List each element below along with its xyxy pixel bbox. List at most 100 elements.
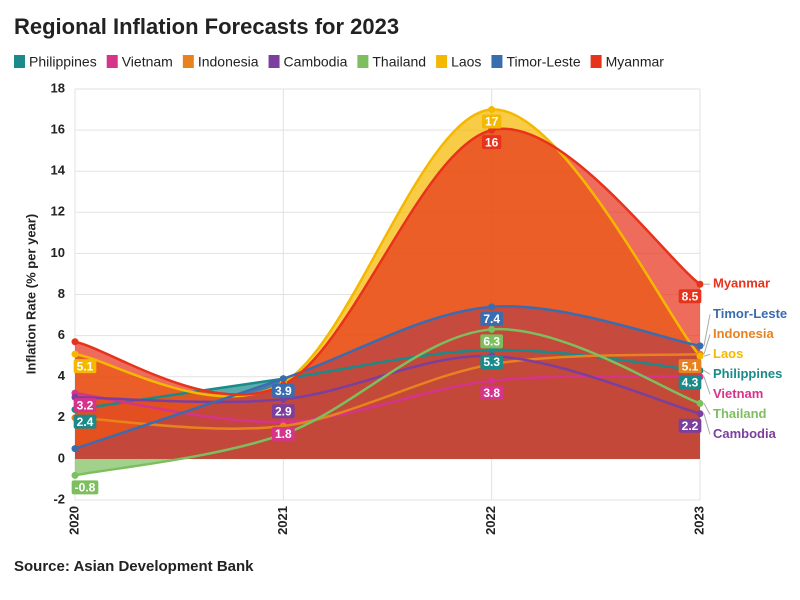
y-tick-label: 6	[58, 327, 65, 342]
legend-item: Cambodia	[268, 54, 348, 70]
point	[71, 350, 79, 358]
end-label: Laos	[713, 346, 743, 361]
point	[71, 338, 79, 346]
legend-item: Myanmar	[590, 54, 665, 70]
data-label-text: 2.2	[682, 419, 699, 433]
legend-swatch	[14, 55, 25, 68]
data-label-bg	[480, 334, 504, 349]
legend-swatch	[357, 55, 369, 68]
end-label: Myanmar	[713, 276, 770, 291]
data-label-bg	[73, 414, 97, 429]
point	[696, 280, 704, 288]
legend-item: Vietnam	[106, 54, 173, 70]
data-label-text: 2.4	[77, 415, 94, 429]
source: Source: Asian Development Bank	[14, 558, 254, 575]
chart-title: Regional Inflation Forecasts for 2023	[14, 14, 399, 39]
data-label-text: 2.9	[275, 404, 292, 418]
end-connector	[703, 376, 711, 395]
point	[488, 325, 496, 333]
legend-label: Vietnam	[122, 54, 173, 70]
data-label-text: 3.9	[275, 384, 292, 398]
x-tick-label: 2020	[66, 506, 81, 535]
end-connector	[703, 413, 711, 435]
data-label-bg	[678, 375, 702, 390]
data-label-bg	[480, 385, 504, 400]
data-label: 17	[481, 114, 502, 129]
line	[74, 374, 701, 424]
point	[696, 352, 704, 360]
end-connector	[703, 334, 711, 355]
data-label: 1.8	[271, 426, 295, 441]
point	[696, 399, 704, 407]
data-label-bg	[480, 354, 504, 369]
legend-swatch	[268, 55, 280, 68]
y-tick-label: 18	[51, 80, 65, 95]
legend-item: Laos	[436, 54, 481, 70]
legend-item: Thailand	[357, 54, 426, 70]
data-label: 3.9	[271, 383, 295, 398]
data-label-text: 5.1	[682, 359, 699, 373]
data-label: 6.3	[480, 334, 504, 349]
y-tick-label: 14	[51, 163, 66, 178]
data-label-bg	[271, 383, 295, 398]
data-label: 7.4	[480, 311, 504, 326]
data-label: 2.9	[271, 404, 295, 419]
data-label-text: 17	[485, 115, 499, 129]
end-connector	[703, 403, 711, 415]
legend-label: Myanmar	[606, 54, 665, 70]
data-label: -0.8	[71, 480, 99, 495]
end-label: Thailand	[713, 406, 767, 421]
end-connector	[703, 314, 711, 346]
legend-swatch	[590, 55, 602, 68]
legend-label: Laos	[451, 54, 481, 70]
y-tick-label: 12	[51, 204, 65, 219]
data-label-bg	[73, 359, 97, 374]
data-label: 5.3	[480, 354, 504, 369]
x-tick-label: 2022	[483, 506, 498, 535]
data-label-text: 4.3	[682, 376, 699, 390]
legend-swatch	[436, 55, 448, 68]
end-label: Vietnam	[713, 386, 763, 401]
legend-label: Indonesia	[198, 54, 259, 70]
legend-label: Philippines	[29, 54, 97, 70]
point	[696, 410, 704, 418]
point	[696, 342, 704, 350]
data-label: 3.8	[480, 385, 504, 400]
data-label-text: 1.8	[275, 427, 292, 441]
data-label-bg	[271, 426, 295, 441]
y-axis-title: Inflation Rate (% per year)	[23, 214, 38, 374]
data-label-bg	[71, 480, 99, 495]
y-tick-label: 2	[58, 409, 65, 424]
data-label-text: 5.1	[77, 359, 94, 373]
data-label-bg	[678, 418, 702, 433]
data-label-bg	[271, 404, 295, 419]
y-tick-label: 16	[51, 122, 65, 137]
data-label: 4.3	[678, 375, 702, 390]
line	[74, 305, 701, 450]
data-label-bg	[678, 289, 702, 304]
legend-item: Indonesia	[182, 54, 259, 70]
data-label-bg	[678, 359, 702, 374]
data-label-bg	[73, 398, 97, 413]
point	[71, 471, 79, 479]
point	[71, 445, 79, 453]
point	[279, 375, 287, 383]
data-label: 3.2	[73, 398, 97, 413]
y-tick-label: 0	[58, 450, 65, 465]
data-label-bg	[481, 114, 502, 129]
data-label-text: 5.3	[483, 355, 500, 369]
point	[488, 303, 496, 311]
legend-swatch	[182, 55, 194, 68]
legend-item: Philippines	[14, 54, 97, 70]
end-label: Timor-Leste	[713, 306, 787, 321]
legend-label: Thailand	[372, 54, 426, 70]
legend-item: Timor-Leste	[491, 54, 581, 70]
data-label: 8.5	[678, 289, 702, 304]
data-label: 2.2	[678, 418, 702, 433]
y-tick-label: 10	[51, 245, 65, 260]
data-label-text: 8.5	[682, 289, 699, 303]
line	[74, 348, 701, 411]
data-label-text: 6.3	[483, 335, 500, 349]
end-connector	[703, 353, 711, 357]
point	[488, 106, 496, 114]
